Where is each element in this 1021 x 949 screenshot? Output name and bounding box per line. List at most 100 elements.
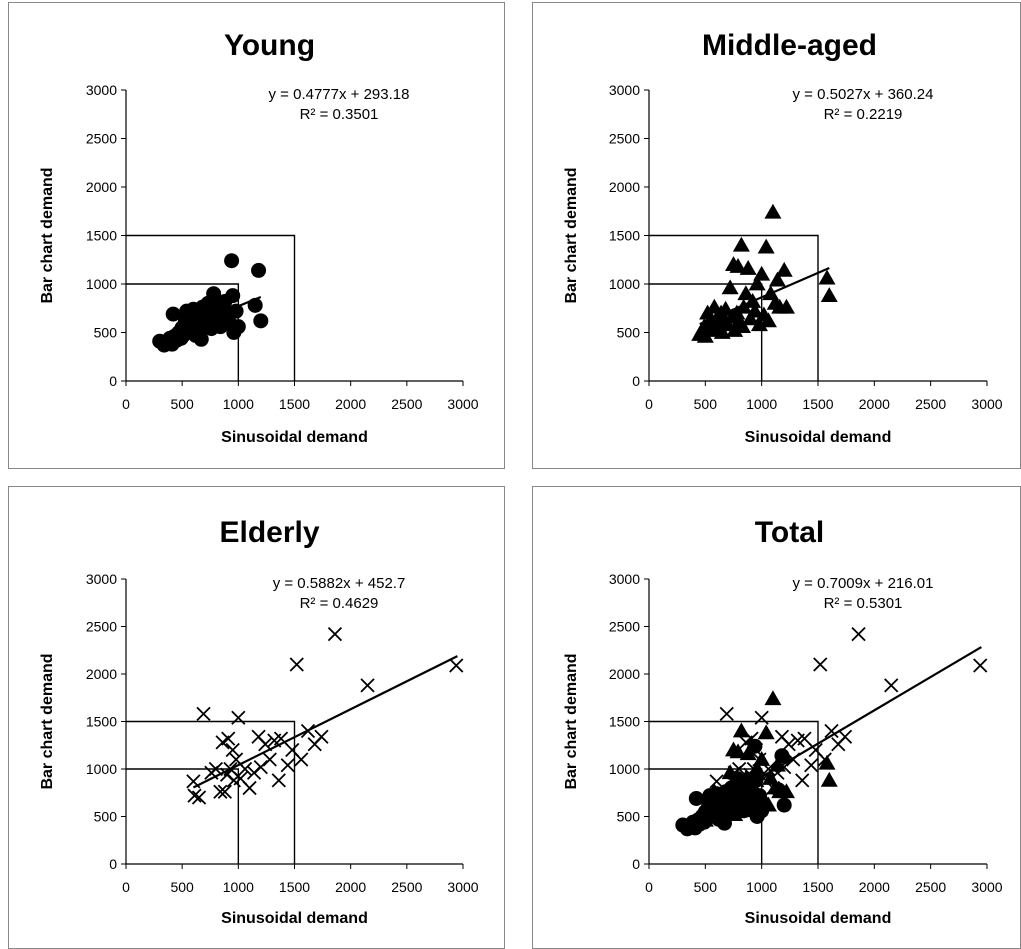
x-tick-label: 1500 [802,396,833,412]
data-point-triangle [748,275,766,291]
data-point-x [795,773,810,788]
data-point-x [736,784,751,799]
r-squared-label: R² = 0.5301 [824,595,903,612]
y-tick-label: 1500 [86,228,117,244]
x-tick-label: 2500 [915,879,946,895]
data-point-triangle [737,285,755,301]
data-points [675,626,988,837]
trendline [682,646,982,825]
x-axis-label: Sinusoidal demand [221,429,368,446]
data-point-circle [228,303,244,319]
y-tick-label: 500 [94,325,118,341]
reference-box-1500 [126,234,296,381]
reference-box-1500 [649,234,819,381]
data-points [152,253,269,353]
data-point-triangle [757,238,775,254]
x-tick-label: 2000 [859,396,890,412]
data-point-x [884,678,899,693]
data-point-triangle [820,287,838,303]
y-tick-label: 2500 [86,619,117,635]
data-point-triangle [759,312,777,328]
data-point-triangle [734,318,752,334]
x-tick-label: 0 [122,396,130,412]
data-point-triangle [726,806,744,821]
x-tick-label: 1000 [746,396,777,412]
y-tick-label: 2000 [609,179,640,195]
x-tick-label: 1500 [279,396,310,412]
data-point-triangle [750,316,768,332]
data-point-circle [206,286,222,302]
y-tick-label: 2000 [609,666,640,682]
x-tick-label: 1500 [802,879,833,895]
y-axis-label: Bar chart demand [563,167,580,303]
trendline-equation: y = 0.5027x + 360.24 [793,86,934,103]
data-point-x [327,626,343,642]
x-tick-label: 2000 [335,879,366,895]
r-squared-label: R² = 0.4629 [300,595,379,612]
y-tick-label: 1500 [609,714,640,730]
data-point-x [824,723,839,739]
x-tick-label: 500 [694,879,718,895]
trendline [699,267,830,326]
data-point-triangle [726,322,744,337]
x-tick-label: 500 [694,396,718,412]
data-point-x [731,761,747,777]
trendline-equation: y = 0.4777x + 293.18 [269,86,410,103]
data-point-x [253,759,268,775]
data-point-x [817,752,832,767]
data-point-triangle [768,271,786,287]
x-tick-label: 1000 [223,879,254,895]
data-point-x [217,784,232,799]
data-point-x [851,626,866,642]
x-tick-label: 3000 [447,879,478,895]
data-point-circle [230,319,246,335]
x-tick-label: 0 [645,396,653,412]
data-point-x [294,752,309,767]
y-tick-label: 1500 [609,228,640,244]
x-tick-label: 2500 [391,396,422,412]
chart-middle-aged: Middle-aged 0 500 1000 1500 2000 2500 3000 0 500 1… [563,29,1003,446]
data-point-x [191,790,207,805]
data-point-x [196,706,211,722]
x-tick-label: 2000 [335,396,366,412]
data-point-x [781,737,796,752]
data-point-triangle [759,796,777,812]
data-point-circle [165,306,181,322]
x-tick-label: 2500 [915,396,946,412]
y-tick-label: 3000 [609,82,640,98]
x-tick-label: 3000 [971,879,1002,895]
data-point-circle [224,253,240,269]
data-point-x [314,729,329,744]
data-point-triangle [777,783,795,799]
data-point-triangle [721,279,739,295]
reference-box-1500 [126,720,296,864]
data-point-circle [747,738,763,754]
data-point-x [719,706,734,722]
data-point-circle [776,797,792,813]
data-point-x [777,759,792,775]
y-tick-label: 0 [109,373,117,389]
x-tick-label: 2500 [391,879,422,895]
data-point-triangle [703,322,721,337]
y-tick-label: 2500 [609,131,640,147]
y-tick-label: 3000 [86,82,117,98]
chart-total: Total 0 500 1000 1500 2000 2500 3000 0 500 1000 150… [563,516,1003,927]
data-point-triangle [775,261,793,277]
data-point-x [449,658,464,673]
y-tick-label: 500 [94,809,118,825]
chart-panel-total: Total 0 500 1000 1500 2000 2500 3000 0 500 1000 150… [532,486,1021,949]
y-tick-label: 1000 [609,276,640,292]
data-point-triangle [741,794,759,810]
y-tick-label: 2000 [86,179,117,195]
data-point-x [754,710,769,725]
r-squared-label: R² = 0.2219 [824,106,903,123]
data-point-x [709,774,724,789]
data-point-x [289,657,304,672]
data-point-circle [251,262,267,278]
data-point-circle [225,288,241,304]
y-tick-label: 2000 [86,666,117,682]
data-point-triangle [713,324,731,339]
y-tick-label: 1000 [86,761,117,777]
chart-panel-elderly: Elderly 0 500 1000 1500 2000 2500 3000 0 500 1000 1… [8,486,505,949]
data-point-x [797,731,812,746]
